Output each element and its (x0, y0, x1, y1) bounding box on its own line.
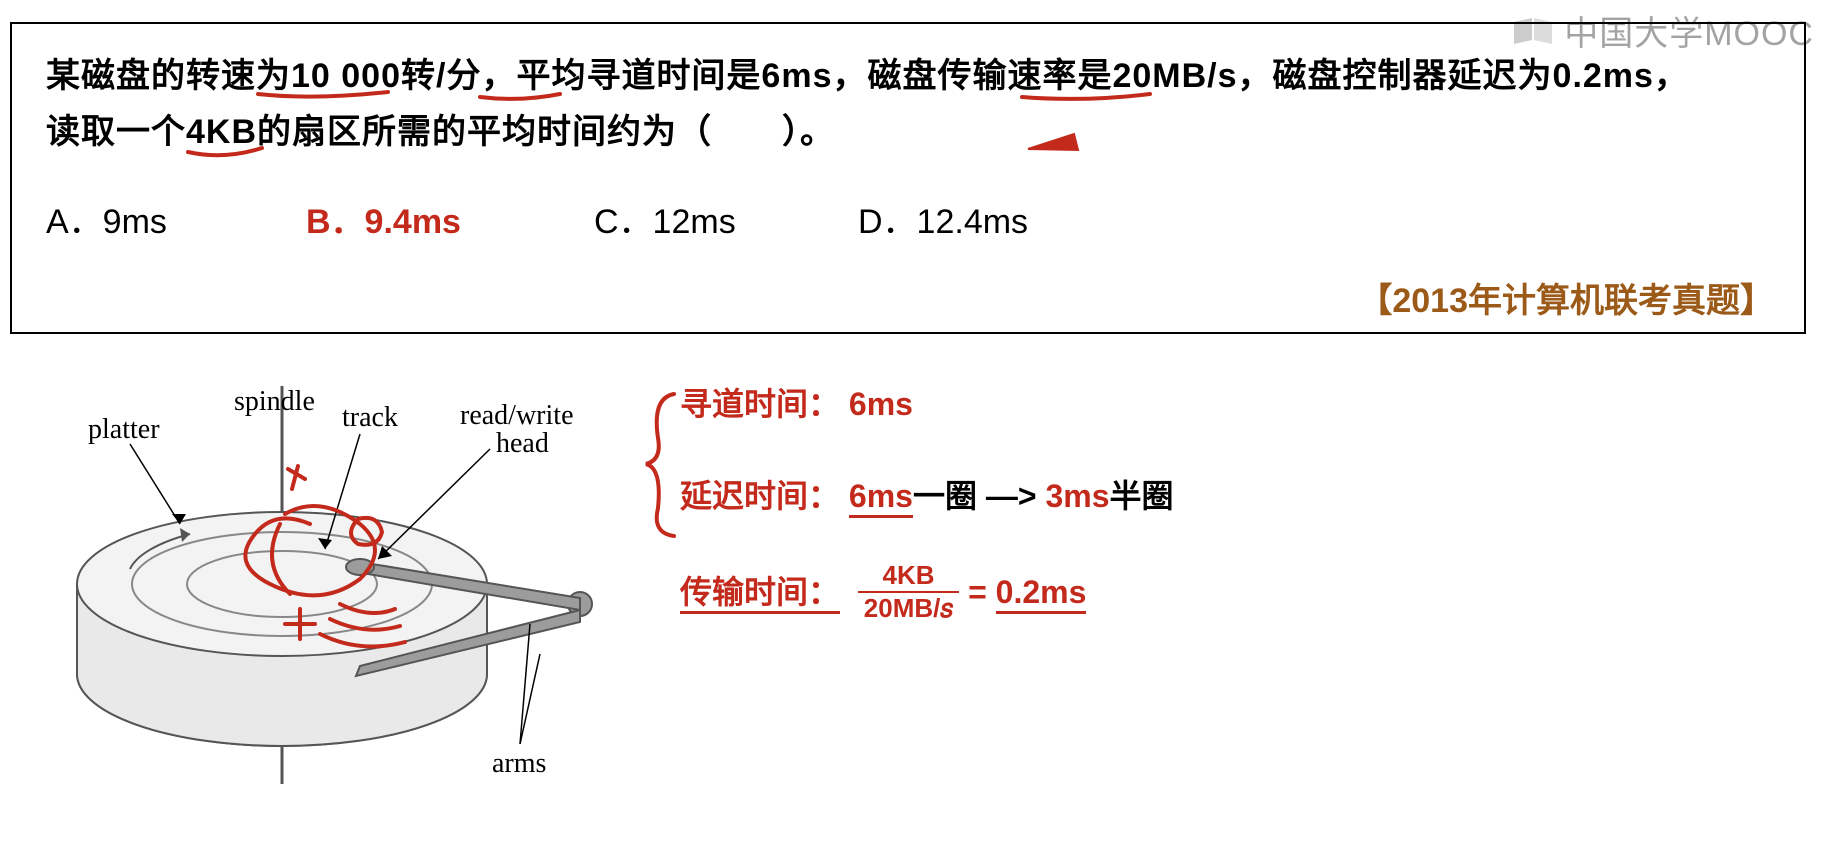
option-d: D．12.4ms (858, 194, 1028, 243)
calc-delay-half: 半圈 (1109, 478, 1173, 514)
label-platter: platter (88, 414, 160, 445)
question-box: 某磁盘的转速为10 000转/分，平均寻道时间是6ms，磁盘传输速率是20MB/… (10, 22, 1806, 334)
disk-svg: platter spindle track read/write head ar… (60, 374, 660, 814)
calc-delay-6ms: 6ms (849, 478, 913, 518)
calc-xfer-num: 4KB (858, 562, 959, 593)
calc-xfer-result: 0.2ms (996, 574, 1087, 614)
lower-section: platter spindle track read/write head ar… (0, 360, 1828, 859)
calculation-notes: 寻道时间： 6ms 延迟时间： 6ms一圈 —> 3ms半圈 传输时间： 4KB… (680, 380, 1174, 669)
answer-options: A．9ms B．9.4ms C．12ms D．12.4ms (46, 194, 1770, 243)
calc-xfer-label: 传输时间： (680, 574, 840, 614)
label-head-2: head (496, 428, 549, 459)
calc-seek-label: 寻道时间： (680, 386, 840, 422)
calc-delay-label: 延迟时间： (680, 478, 840, 514)
brace-icon (642, 388, 682, 538)
calc-xfer-row: 传输时间： 4KB 20MB/𝑠 = 0.2ms (680, 564, 1174, 625)
calc-delay-3ms: 3ms (1045, 478, 1109, 514)
question-line-1: 某磁盘的转速为10 000转/分，平均寻道时间是6ms，磁盘传输速率是20MB/… (46, 57, 1689, 95)
calc-xfer-den: 20MB/𝑠 (858, 593, 959, 622)
label-track: track (342, 402, 398, 433)
disk-diagram: platter spindle track read/write head ar… (60, 374, 660, 794)
option-a: A．9ms (46, 194, 167, 243)
option-c: C．12ms (594, 194, 736, 243)
question-line-2: 读取一个4KB的扇区所需的平均时间约为（ ）。 (46, 113, 835, 151)
calc-delay-row: 延迟时间： 6ms一圈 —> 3ms半圈 (680, 472, 1174, 520)
option-b: B．9.4ms (306, 194, 461, 243)
label-head-1: read/write (460, 400, 574, 431)
calc-xfer-fraction: 4KB 20MB/𝑠 (858, 562, 959, 623)
calc-seek-row: 寻道时间： 6ms (680, 380, 1174, 428)
calc-delay-arrow: —> (986, 478, 1046, 514)
calc-seek-value: 6ms (849, 386, 913, 422)
calc-delay-circle: 一圈 (913, 478, 977, 514)
calc-xfer-eq: = (968, 574, 996, 610)
question-text: 某磁盘的转速为10 000转/分，平均寻道时间是6ms，磁盘传输速率是20MB/… (46, 48, 1770, 160)
question-source: 【2013年计算机联考真题】 (1358, 273, 1774, 322)
label-spindle: spindle (234, 386, 315, 417)
label-arms: arms (492, 748, 546, 779)
